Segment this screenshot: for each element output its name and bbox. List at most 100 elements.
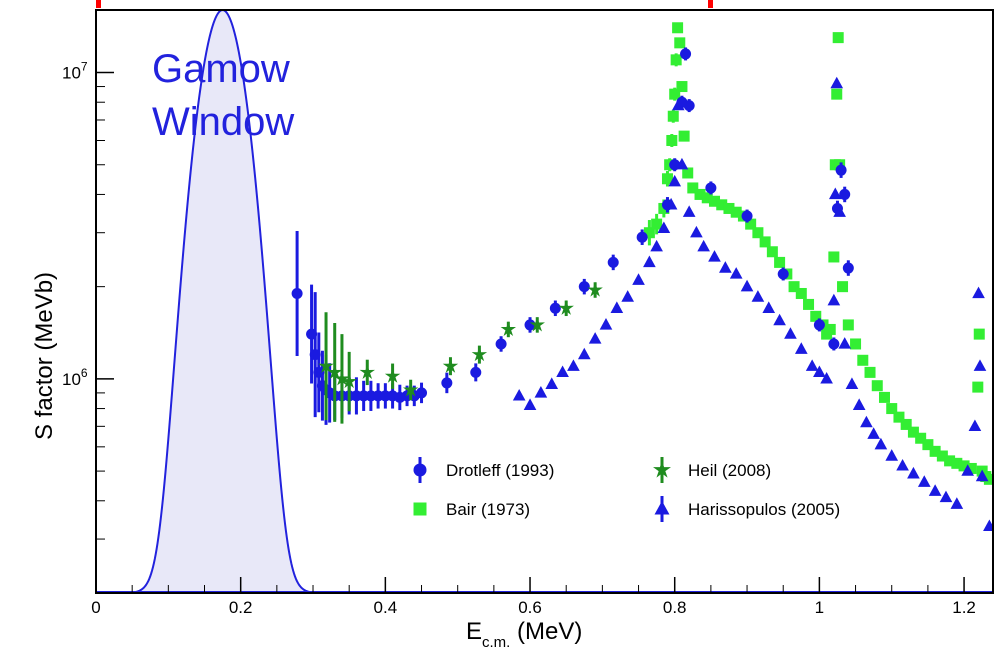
data-point xyxy=(334,370,350,386)
data-point xyxy=(794,342,808,354)
data-point xyxy=(416,387,428,399)
data-point xyxy=(907,426,919,438)
data-point xyxy=(745,218,757,230)
data-point xyxy=(512,389,526,401)
data-point xyxy=(833,205,846,217)
x-axis-title-main: E xyxy=(466,618,482,645)
data-point xyxy=(886,403,898,415)
data-point xyxy=(672,22,684,34)
data-point xyxy=(805,359,819,371)
legend-label: Harissopulos (2005) xyxy=(688,500,840,519)
data-point xyxy=(828,338,840,350)
data-point xyxy=(835,164,847,176)
y-tick-label: 106 xyxy=(62,366,88,389)
series-1 xyxy=(643,22,993,485)
data-point xyxy=(958,460,970,472)
x-tick-label: 0.8 xyxy=(663,598,687,617)
x-axis-title-sub: c.m. xyxy=(482,634,510,650)
data-point xyxy=(670,54,682,66)
data-point xyxy=(470,366,482,378)
data-point xyxy=(588,332,602,344)
data-point xyxy=(682,167,694,179)
data-point xyxy=(774,256,786,268)
legend-marker xyxy=(413,463,427,477)
series-0 xyxy=(291,47,854,425)
data-point xyxy=(832,32,844,44)
x-tick-label: 0.2 xyxy=(229,598,253,617)
data-point xyxy=(874,437,888,450)
axes-layer: 0 0.2 0.4 0.6 0.8 1 1.2 106 107 xyxy=(62,60,976,617)
data-point xyxy=(672,98,685,111)
data-point xyxy=(708,250,721,262)
data-point xyxy=(632,273,645,285)
data-layer xyxy=(291,22,993,532)
data-point xyxy=(341,373,357,389)
data-point xyxy=(697,239,710,252)
data-point xyxy=(610,301,624,313)
data-point xyxy=(845,377,859,389)
x-tick-label: 0 xyxy=(91,598,100,617)
data-point xyxy=(668,174,682,187)
data-point xyxy=(975,469,989,482)
data-point xyxy=(878,391,890,403)
data-point xyxy=(766,246,778,258)
data-point xyxy=(871,380,883,392)
data-point xyxy=(784,327,797,339)
data-point xyxy=(973,328,985,340)
x-tick-label: 1.2 xyxy=(952,598,976,617)
y-tick-label: 107 xyxy=(62,60,88,83)
x-tick-label: 1 xyxy=(815,598,824,617)
data-point xyxy=(578,281,590,293)
data-point xyxy=(929,445,941,457)
data-point xyxy=(607,256,619,268)
data-point xyxy=(867,427,880,439)
data-point xyxy=(928,484,942,496)
data-point xyxy=(291,287,303,299)
data-point xyxy=(682,205,696,217)
data-point xyxy=(810,310,822,322)
data-point xyxy=(939,490,953,503)
data-point xyxy=(701,192,713,204)
legend-label: Drotleff (1993) xyxy=(446,461,554,480)
data-point xyxy=(567,359,580,371)
data-point xyxy=(741,210,753,222)
gamow-annotation-line1: Gamow xyxy=(152,47,290,91)
data-point xyxy=(950,497,964,509)
data-point xyxy=(860,415,873,428)
data-point xyxy=(664,197,678,210)
data-point xyxy=(650,239,663,252)
data-point xyxy=(831,88,843,100)
data-point xyxy=(968,419,982,432)
data-point xyxy=(556,365,569,378)
series-2 xyxy=(318,281,603,424)
x-tick-label: 0.4 xyxy=(374,598,398,617)
data-point xyxy=(837,281,849,293)
data-point xyxy=(442,358,459,373)
data-point xyxy=(359,364,375,379)
data-point xyxy=(824,323,836,335)
data-point xyxy=(471,346,488,362)
data-point xyxy=(441,377,453,389)
data-point xyxy=(983,473,993,485)
data-point xyxy=(830,76,844,89)
data-point xyxy=(965,462,977,474)
data-point xyxy=(636,231,648,243)
legend-label: Bair (1973) xyxy=(446,500,530,519)
data-point xyxy=(730,206,742,218)
data-point xyxy=(759,236,771,248)
legend-label: Heil (2008) xyxy=(688,461,771,480)
data-point xyxy=(651,218,663,230)
data-point xyxy=(777,268,789,280)
data-point xyxy=(864,366,876,378)
x-axis-title: Ec.m. (MeV) xyxy=(466,618,582,650)
data-point xyxy=(907,466,920,479)
data-point xyxy=(402,381,419,397)
data-point xyxy=(687,182,699,194)
data-point xyxy=(813,365,826,378)
series-3 xyxy=(512,76,993,532)
data-point xyxy=(951,457,963,469)
plot-frame xyxy=(95,9,994,594)
data-point xyxy=(524,319,536,331)
